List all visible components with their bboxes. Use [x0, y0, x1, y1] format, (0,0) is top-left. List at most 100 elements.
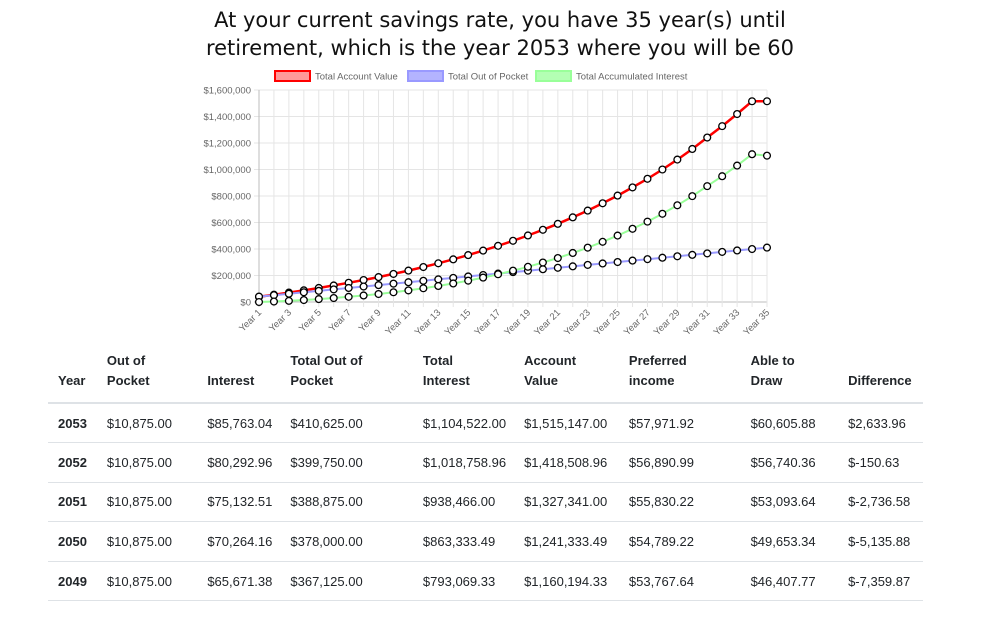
legend-label-2: Total Out of Pocket [448, 72, 529, 83]
data-point [344, 283, 353, 293]
legend-label-3: Total Accumulated Interest [576, 72, 688, 83]
data-point [449, 255, 458, 264]
header-line: Out of [106, 353, 146, 368]
column-header: Able to Draw [740, 351, 839, 404]
header-line: Draw [750, 373, 783, 388]
data-point [628, 256, 637, 265]
table-cell: $60,605.88 [740, 403, 839, 444]
table-cell: $1,018,758.96 [412, 442, 515, 483]
data-point [359, 275, 368, 285]
x-tick-label: Year 29 [652, 307, 683, 338]
data-point [762, 97, 772, 106]
table-cell: $10,875.00 [96, 403, 198, 444]
header-line: Preferred [628, 353, 687, 368]
data-point [762, 151, 772, 160]
table-cell: $56,890.99 [618, 442, 741, 483]
x-tick-label: Year 23 [562, 307, 593, 338]
table-cell: $1,104,522.00 [412, 403, 515, 444]
y-tick-label: $1,400,000 [203, 112, 251, 123]
table-cell: $367,125.00 [280, 561, 413, 602]
table-cell: $55,830.22 [618, 482, 741, 523]
column-header: Account Value [514, 351, 619, 404]
x-tick-label: Year 1 [237, 307, 264, 334]
data-point [598, 199, 607, 208]
table-cell: $56,740.36 [740, 442, 839, 483]
data-point [568, 248, 577, 258]
x-tick-label: Year 19 [502, 307, 533, 338]
x-tick-label: Year 27 [622, 307, 653, 338]
data-point [628, 224, 637, 233]
year-cell: 2053 [48, 403, 97, 444]
legend-swatch-3 [535, 70, 572, 82]
data-point [568, 213, 577, 222]
data-point [374, 281, 383, 290]
year-cell: 2050 [48, 521, 97, 562]
table-cell: $388,875.00 [280, 482, 413, 523]
table-row: 2052 $10,875.00 $80,292.96 $399,750.00 $1,01… [48, 442, 923, 483]
data-point [344, 292, 353, 301]
retirement-table: Year Out of Pocket Interest Total Out of Pock… [48, 351, 923, 602]
data-point [658, 253, 667, 262]
table-cell: $1,241,333.49 [514, 521, 619, 562]
data-point [464, 276, 473, 285]
data-point [314, 286, 323, 295]
column-header: Year [48, 351, 97, 404]
header-line: Value [524, 373, 559, 388]
table-header-row: Year Out of Pocket Interest Total Out of Pock… [48, 351, 923, 404]
column-header: Preferred income [618, 351, 741, 404]
data-point [703, 182, 712, 191]
legend-swatch-1 [274, 70, 311, 82]
data-point [718, 172, 727, 181]
data-point [284, 289, 293, 298]
data-point [688, 144, 697, 154]
data-point [733, 109, 742, 119]
table-cell: $53,093.64 [740, 482, 839, 523]
table-cell: $793,069.33 [412, 561, 515, 602]
data-point [523, 262, 532, 271]
data-point [314, 295, 323, 304]
data-point [464, 251, 473, 260]
x-tick-label: Year 11 [383, 307, 413, 337]
header-line: Interest [422, 373, 470, 388]
header-line: Pocket [106, 373, 150, 388]
data-point [434, 275, 443, 284]
data-point [583, 260, 592, 269]
data-point [389, 288, 398, 297]
table-cell: $863,333.49 [412, 521, 515, 562]
table-row: 2051 $10,875.00 $75,132.51 $388,875.00 $938,… [48, 482, 923, 523]
table-cell: $80,292.96 [197, 442, 281, 483]
data-point [718, 247, 727, 256]
x-tick-label: Year 5 [297, 307, 324, 334]
table-cell: $10,875.00 [96, 561, 198, 602]
data-point [538, 265, 547, 274]
data-point [643, 255, 652, 264]
x-tick-label: Year 9 [357, 307, 384, 334]
retirement-line-chart: $0 $200,000 $400,000 $600,000 $800,000 $1,000… [203, 70, 772, 338]
data-point [538, 258, 547, 267]
data-point [628, 183, 637, 192]
table-cell: $57,971.92 [618, 403, 741, 444]
x-tick-label: Year 3 [267, 307, 294, 334]
table-cell: $53,767.64 [618, 561, 741, 602]
data-point [404, 266, 413, 275]
table-cell: $410,625.00 [280, 403, 413, 444]
data-point [703, 249, 712, 258]
data-point [553, 263, 562, 272]
data-point [568, 262, 577, 271]
header-line: Year [58, 373, 86, 388]
table-cell: $378,000.00 [280, 521, 413, 562]
table-body: 2053 $10,875.00 $85,763.04 $410,625.00 $1,10… [48, 403, 923, 602]
table-cell: $1,327,341.00 [514, 482, 619, 523]
column-header: Difference [838, 351, 923, 404]
page-title: At your current savings rate, you have 3… [0, 6, 1000, 62]
data-point [508, 266, 518, 275]
year-cell: 2049 [48, 561, 97, 602]
y-tick-label: $1,200,000 [203, 139, 251, 150]
y-tick-label: $400,000 [211, 245, 251, 256]
table-cell: $1,515,147.00 [514, 403, 619, 444]
data-point [688, 250, 697, 259]
x-tick-label: Year 35 [741, 307, 772, 338]
legend-swatch-2 [407, 70, 444, 82]
data-point [434, 259, 443, 268]
table-cell: $10,875.00 [96, 442, 198, 483]
